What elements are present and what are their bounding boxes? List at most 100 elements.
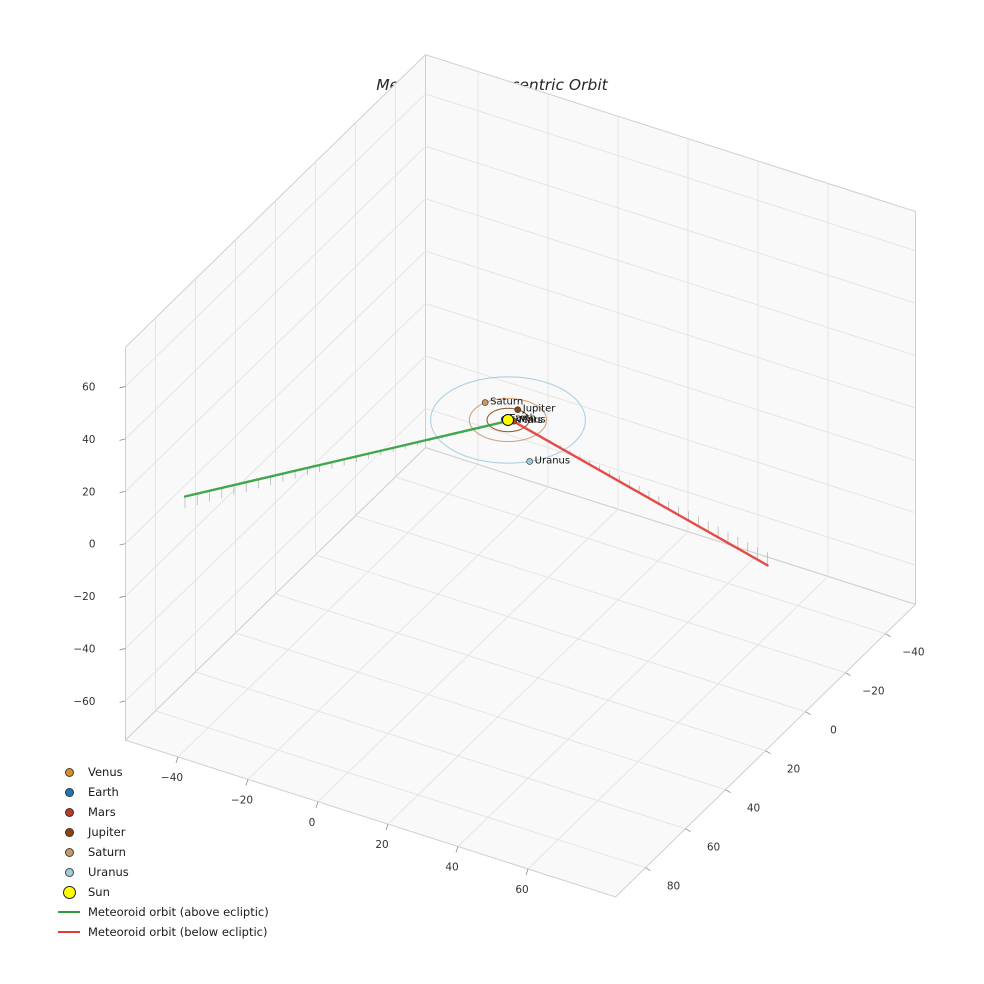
tick-label: 20 <box>82 486 95 498</box>
line-swatch <box>58 930 80 934</box>
orbit-path-uranus <box>430 376 586 464</box>
grid-line <box>177 464 479 758</box>
axis-tick-labels: −40 −20 0 20 40 60 −40 −20 0 20 40 60 80 −60 −40 −20 0 20… <box>73 381 924 896</box>
tick-label: 40 <box>82 434 95 446</box>
legend-line-swatch <box>56 930 82 934</box>
tick-mark <box>805 711 811 716</box>
tick-mark <box>119 386 126 389</box>
tick-label: 20 <box>375 839 388 851</box>
planet-label-earth: Earth <box>509 413 536 424</box>
grid-lines <box>125 71 916 870</box>
tick-label: 60 <box>82 381 95 393</box>
dot-swatch <box>64 767 74 777</box>
legend-item: Venus <box>56 762 269 782</box>
tick-mark <box>725 789 731 794</box>
orbit-path-saturn <box>468 397 548 443</box>
legend-marker-icon <box>56 885 82 899</box>
dot-swatch <box>64 867 74 877</box>
tick-mark <box>119 490 126 494</box>
grid-line <box>355 515 846 674</box>
grid-line <box>235 632 726 791</box>
dot-swatch <box>62 885 76 899</box>
tick-mark <box>685 828 691 833</box>
tick-label: 80 <box>667 881 680 893</box>
legend-item: Saturn <box>56 842 269 862</box>
tick-mark <box>455 846 459 853</box>
legend-label: Uranus <box>88 865 129 879</box>
planet-marker-uranus <box>526 458 533 465</box>
tick-label: 0 <box>89 539 96 551</box>
legend: Venus Earth Mars Jupiter Saturn Uranus Sun Mete… <box>56 762 269 942</box>
tick-label: 60 <box>707 842 720 854</box>
planet-label-jupiter: Jupiter <box>522 404 556 415</box>
tick-mark <box>119 648 126 651</box>
tick-mark <box>119 595 126 598</box>
grid-line <box>275 593 766 752</box>
tick-mark <box>175 756 179 764</box>
tick-mark <box>119 543 126 546</box>
planet-label-saturn: Saturn <box>490 397 523 408</box>
legend-label: Venus <box>88 765 123 779</box>
tick-mark <box>765 750 771 755</box>
legend-item: Meteoroid orbit (above ecliptic) <box>56 902 269 922</box>
tick-mark <box>315 801 319 808</box>
legend-item: Meteoroid orbit (below ecliptic) <box>56 922 269 942</box>
legend-marker-icon <box>56 787 82 797</box>
grid-line <box>247 486 549 780</box>
tick-label: −20 <box>862 686 884 698</box>
legend-item: Uranus <box>56 862 269 882</box>
legend-marker-icon <box>56 827 82 837</box>
tick-mark <box>845 672 851 677</box>
tick-label: −40 <box>73 643 95 655</box>
legend-item: Earth <box>56 782 269 802</box>
planet-label-uranus: Uranus <box>535 455 570 466</box>
dot-swatch <box>64 847 74 857</box>
grid-line <box>457 553 759 847</box>
legend-label: Jupiter <box>88 825 126 839</box>
tick-label: −40 <box>902 647 924 659</box>
legend-label: Mars <box>88 805 116 819</box>
legend-label: Earth <box>88 785 119 799</box>
grid-line <box>195 671 686 830</box>
grid-line <box>425 355 916 514</box>
grid-line <box>155 710 646 869</box>
planet-marker-jupiter <box>514 406 522 413</box>
grid-line <box>527 576 829 870</box>
legend-line-swatch <box>56 910 82 914</box>
tick-mark <box>119 700 126 703</box>
grid-line <box>395 476 886 635</box>
meteoroid-orbit-below-line <box>509 418 769 567</box>
grid-line <box>425 198 916 356</box>
legend-label: Meteoroid orbit (below ecliptic) <box>88 925 268 939</box>
grid-line <box>425 145 916 304</box>
legend-marker-icon <box>56 767 82 777</box>
grid-line <box>425 303 916 461</box>
legend-marker-icon <box>56 847 82 857</box>
tick-mark <box>525 868 529 876</box>
tick-label: 40 <box>747 803 760 815</box>
legend-label: Meteoroid orbit (above ecliptic) <box>88 905 269 919</box>
tick-label: 0 <box>830 725 837 737</box>
grid-line <box>387 531 689 825</box>
grid-line <box>425 250 916 409</box>
tick-label: −40 <box>161 772 183 784</box>
tick-mark <box>645 867 651 872</box>
tick-mark <box>885 633 891 638</box>
tick-mark <box>385 824 389 831</box>
planet-label-venus: Venus <box>516 415 546 426</box>
planet-label-mars: Mars <box>519 415 543 426</box>
dot-swatch <box>64 827 74 837</box>
tick-label: 20 <box>787 764 800 776</box>
meteoroid-trajectory <box>183 418 769 567</box>
orbit-path-jupiter <box>486 407 530 433</box>
planet-marker-saturn <box>481 399 489 406</box>
tick-label: 40 <box>445 862 458 874</box>
legend-item: Jupiter <box>56 822 269 842</box>
tick-label: −60 <box>73 696 95 708</box>
sun-marker <box>502 414 514 426</box>
grid-line <box>317 508 619 803</box>
tick-label: −20 <box>73 591 95 603</box>
tick-label: 60 <box>515 884 528 896</box>
